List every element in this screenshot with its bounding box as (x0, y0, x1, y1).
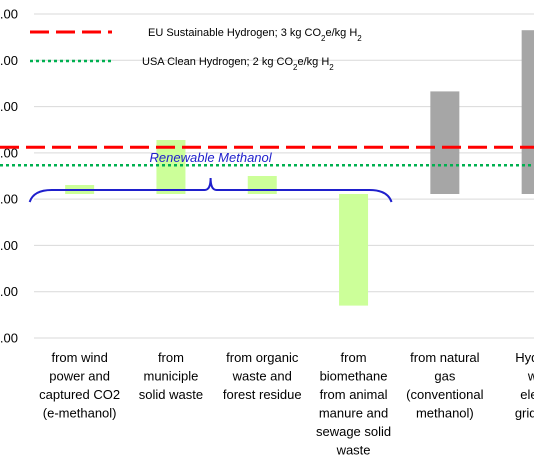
renewable-methanol-label: Renewable Methanol (150, 150, 273, 165)
category-label: from organic waste and forest residue (223, 350, 302, 402)
bar (339, 194, 369, 306)
category-label: from biomethane from animal manure and sewag… (316, 350, 391, 458)
bar (521, 30, 534, 195)
category-labels: from wind power and captured CO2 (e-methano… (39, 350, 534, 458)
y-tick-label: .00 (0, 238, 18, 253)
y-tick-label: .00 (0, 53, 18, 68)
y-tick-label: .00 (0, 284, 18, 299)
y-tick-label: .00 (0, 145, 18, 160)
y-tick-label: .00 (0, 331, 18, 346)
y-tick-label: .00 (0, 99, 18, 114)
category-label: from municiple solid waste (139, 350, 203, 402)
gridlines (34, 13, 534, 339)
legend-entry-label: USA Clean Hydrogen; 2 kg CO2e/kg H2 (142, 56, 334, 72)
reference-lines (0, 145, 534, 167)
legend: EU Sustainable Hydrogen; 3 kg CO2e/kg H2… (30, 27, 362, 72)
category-label: Hydrogwaelectrgrid ele (515, 350, 534, 421)
y-tick-label: .00 (0, 7, 18, 22)
y-tick-label: .00 (0, 192, 18, 207)
renewable-brace (28, 177, 393, 203)
bar (156, 140, 186, 194)
y-axis-tick-labels: .00 .00 .00 .00 .00 .00 .00 .00 (0, 7, 18, 346)
renewable-methanol-annotation: Renewable Methanol (28, 150, 393, 203)
legend-entry-label: EU Sustainable Hydrogen; 3 kg CO2e/kg H2 (148, 27, 362, 43)
bar (247, 176, 277, 194)
category-label: from natural gas (conventional methanol) (406, 350, 483, 421)
category-label: from wind power and captured CO2 (e-methano… (39, 350, 120, 421)
bar (430, 91, 460, 194)
bars (65, 30, 534, 306)
